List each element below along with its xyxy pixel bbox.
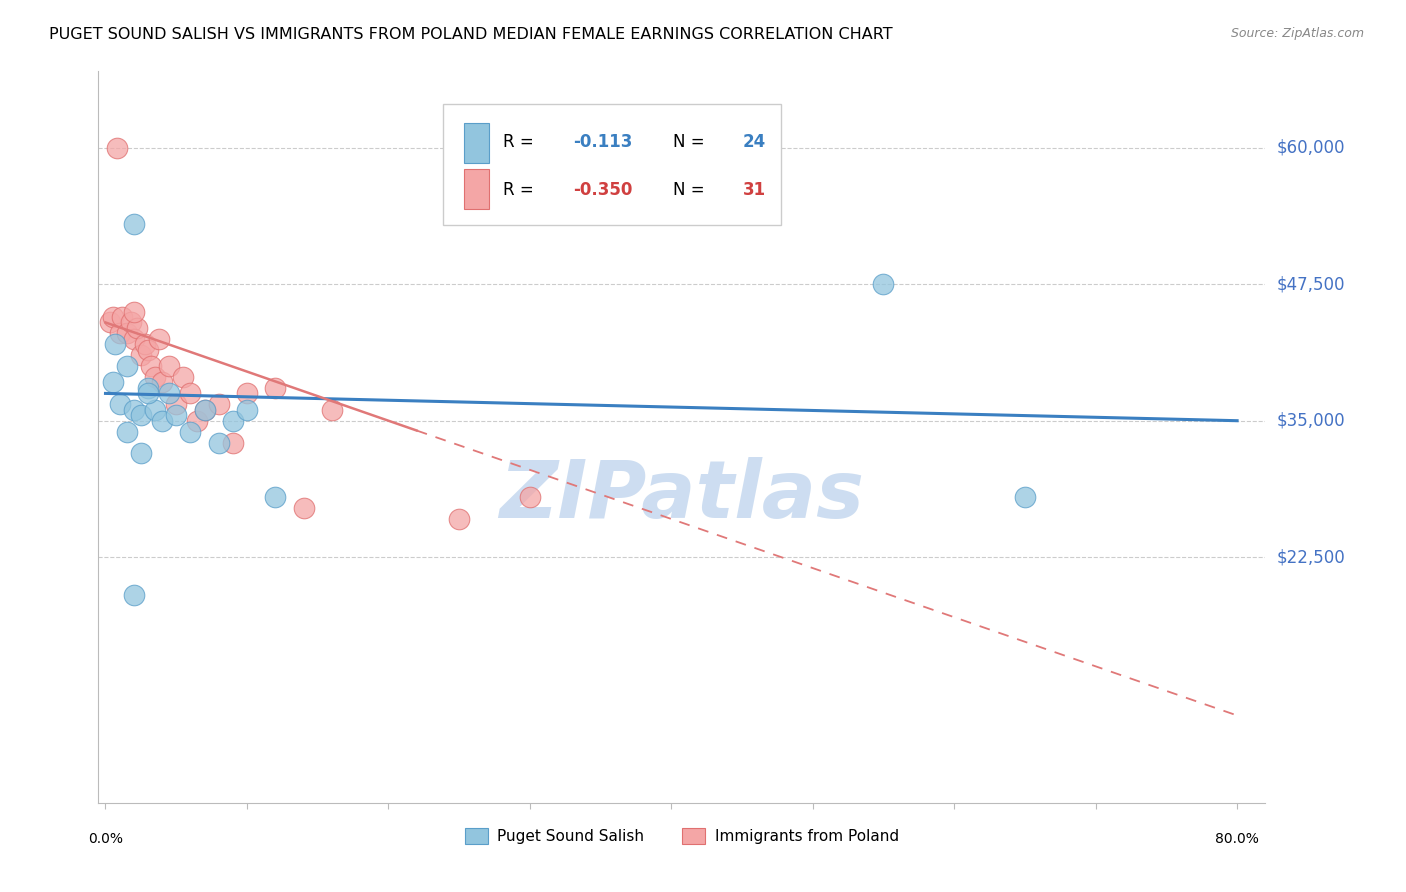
Text: ZIPatlas: ZIPatlas [499, 457, 865, 534]
Point [98, 315, 121, 329]
Point [1014, 490, 1036, 504]
Text: 0.0%: 0.0% [89, 832, 122, 846]
Point [208, 397, 231, 411]
Text: R =: R = [503, 133, 534, 152]
Point [449, 512, 471, 526]
Point [136, 343, 159, 357]
Point [222, 435, 245, 450]
Text: N =: N = [672, 181, 704, 199]
Point [165, 397, 187, 411]
Point [125, 321, 148, 335]
Point [143, 402, 166, 417]
Point [165, 409, 187, 423]
Point [143, 370, 166, 384]
Point [236, 386, 259, 401]
Point [292, 501, 315, 516]
Point [157, 359, 180, 373]
Text: R =: R = [503, 181, 534, 199]
Point [122, 332, 145, 346]
Point [179, 425, 201, 439]
Point [134, 337, 156, 351]
Text: 80.0%: 80.0% [1215, 832, 1258, 846]
Point [122, 217, 145, 231]
Point [115, 425, 138, 439]
Point [122, 402, 145, 417]
Point [129, 348, 152, 362]
FancyBboxPatch shape [464, 169, 489, 209]
Point [104, 337, 127, 351]
FancyBboxPatch shape [443, 104, 782, 225]
Point [129, 409, 152, 423]
Point [111, 310, 134, 324]
Text: -0.350: -0.350 [574, 181, 633, 199]
Point [150, 414, 173, 428]
Point [321, 402, 343, 417]
Point [222, 414, 245, 428]
Point [186, 414, 208, 428]
Point [129, 446, 152, 460]
Point [115, 326, 138, 341]
Point [236, 402, 259, 417]
Point [115, 359, 138, 373]
Point [179, 386, 201, 401]
Point [193, 402, 215, 417]
Point [108, 326, 131, 341]
Text: $22,500: $22,500 [1277, 549, 1346, 566]
Text: $47,500: $47,500 [1277, 276, 1346, 293]
Point [264, 490, 287, 504]
Legend: Puget Sound Salish, Immigrants from Poland: Puget Sound Salish, Immigrants from Pola… [458, 822, 905, 850]
Text: $35,000: $35,000 [1277, 412, 1346, 430]
Point [108, 397, 131, 411]
Text: N =: N = [672, 133, 704, 152]
Point [157, 386, 180, 401]
Point [264, 381, 287, 395]
Point [148, 332, 170, 346]
Text: Source: ZipAtlas.com: Source: ZipAtlas.com [1230, 27, 1364, 40]
Point [105, 141, 128, 155]
Text: 31: 31 [742, 181, 766, 199]
FancyBboxPatch shape [464, 122, 489, 163]
Text: 24: 24 [742, 133, 766, 152]
Point [136, 386, 159, 401]
Point [136, 381, 159, 395]
Text: $60,000: $60,000 [1277, 139, 1346, 157]
Point [122, 588, 145, 602]
Point [150, 376, 173, 390]
Text: PUGET SOUND SALISH VS IMMIGRANTS FROM POLAND MEDIAN FEMALE EARNINGS CORRELATION : PUGET SOUND SALISH VS IMMIGRANTS FROM PO… [49, 27, 893, 42]
Point [101, 310, 124, 324]
Point [208, 435, 231, 450]
Point [101, 376, 124, 390]
Point [139, 359, 162, 373]
Point [120, 315, 142, 329]
Point [519, 490, 541, 504]
Text: -0.113: -0.113 [574, 133, 633, 152]
Point [172, 370, 194, 384]
Point [122, 304, 145, 318]
Point [193, 402, 215, 417]
Point [872, 277, 894, 292]
